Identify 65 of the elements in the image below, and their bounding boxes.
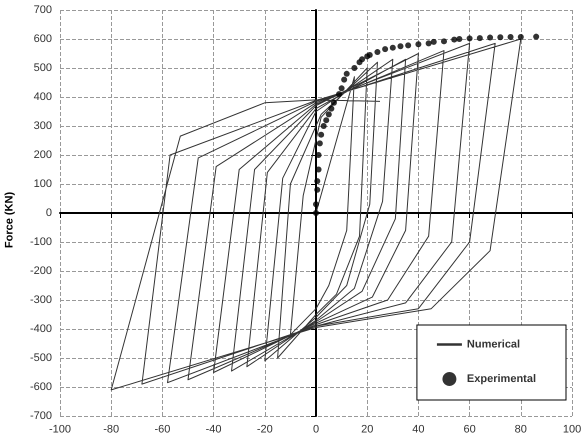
x-tick-label: -80 — [103, 424, 120, 436]
y-tick-label: -300 — [30, 294, 52, 306]
x-tick-label: -100 — [48, 424, 72, 436]
y-tick-label: -600 — [30, 381, 52, 393]
point — [508, 34, 514, 40]
y-tick-label: 0 — [46, 207, 52, 219]
point — [330, 100, 337, 106]
y-tick-label: 100 — [34, 178, 52, 190]
point — [336, 91, 342, 98]
point — [328, 106, 334, 112]
y-tick-label: -700 — [30, 410, 52, 422]
point — [382, 46, 388, 52]
point — [518, 34, 524, 40]
point — [323, 117, 330, 124]
y-tick-label: -200 — [30, 265, 52, 277]
x-tick-label: 100 — [562, 424, 582, 436]
point — [314, 186, 320, 193]
point — [326, 111, 332, 118]
y-tick-label: 200 — [34, 149, 52, 161]
point — [397, 43, 404, 50]
point — [359, 56, 366, 62]
point — [341, 76, 348, 83]
point — [476, 35, 483, 42]
y-tick-label: 500 — [34, 62, 52, 74]
point — [466, 35, 473, 42]
point — [316, 140, 323, 146]
point — [374, 49, 380, 56]
point — [441, 38, 447, 44]
point — [351, 65, 358, 71]
y-tick-label: 400 — [34, 91, 52, 103]
point — [487, 34, 494, 41]
y-axis-title: Force (KN) — [4, 192, 16, 248]
y-tick-label: 300 — [34, 120, 52, 132]
x-tick-label: 60 — [463, 424, 476, 436]
point — [456, 36, 462, 42]
y-tick-label: -500 — [30, 352, 52, 364]
x-tick-label: 40 — [412, 424, 425, 436]
point — [451, 36, 458, 43]
y-tick-label: -100 — [30, 236, 52, 248]
point — [338, 85, 345, 92]
point — [314, 178, 320, 184]
point — [426, 40, 432, 46]
x-tick-label: 80 — [514, 424, 527, 436]
x-tick-label: -40 — [206, 424, 222, 436]
point — [415, 41, 422, 48]
legend-label: Experimental — [466, 373, 536, 385]
point — [405, 42, 412, 48]
point — [390, 44, 396, 51]
y-tick-label: -400 — [30, 323, 52, 335]
point — [497, 34, 504, 40]
point — [320, 123, 327, 129]
point — [533, 34, 540, 40]
point — [313, 210, 319, 216]
point — [344, 70, 350, 77]
x-tick-label: 20 — [361, 424, 374, 436]
x-tick-label: -60 — [154, 424, 170, 436]
point — [313, 201, 319, 208]
point — [430, 38, 437, 45]
x-tick-label: -20 — [256, 424, 273, 436]
y-tick-label: 700 — [34, 4, 52, 16]
legend-label: Numerical — [466, 338, 520, 350]
y-tick-label: 600 — [34, 33, 52, 45]
x-tick-label: 0 — [312, 424, 320, 436]
point — [366, 52, 373, 58]
point — [318, 132, 324, 138]
